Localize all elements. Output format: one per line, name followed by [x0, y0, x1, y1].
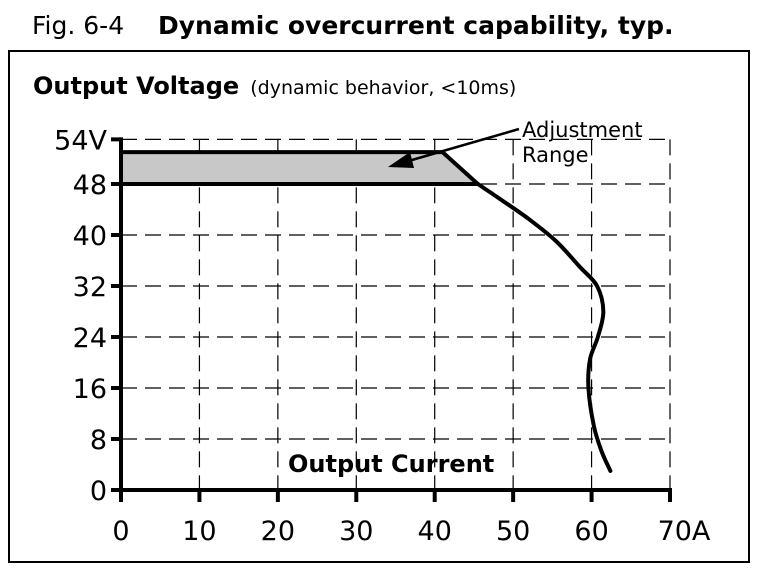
axes	[111, 137, 672, 502]
x-tick-label: 70A	[658, 516, 711, 547]
x-tick-label: 60	[574, 516, 608, 547]
adjustment-arrow	[388, 127, 520, 168]
figure-frame	[8, 50, 750, 563]
adjustment-label-line1: Adjustment	[522, 118, 643, 142]
y-tick-label: 40	[73, 221, 107, 252]
series-line	[475, 182, 613, 473]
x-tick-label: 30	[339, 516, 373, 547]
y-tick-label: 24	[73, 323, 107, 354]
grid	[121, 138, 671, 490]
figure-title: Dynamic overcurrent capability, typ.	[158, 11, 674, 40]
y-tick-label: 0	[90, 476, 107, 507]
y-axis-label: Output Voltage	[33, 72, 239, 100]
y-axis-note: (dynamic behavior, <10ms)	[250, 77, 516, 99]
x-tick-label: 0	[112, 516, 129, 547]
y-tick-label: 54V	[54, 125, 107, 156]
x-tick-label: 20	[261, 516, 295, 547]
x-tick-label: 50	[496, 516, 530, 547]
y-axis-title: Output Voltage (dynamic behavior, <10ms)	[33, 72, 516, 100]
y-tick-label: 8	[90, 425, 107, 456]
series	[475, 182, 613, 473]
y-tick-label: 48	[73, 170, 107, 201]
y-tick-label: 16	[73, 374, 107, 405]
arrow-head-icon	[388, 152, 414, 168]
adjustment-label-line2: Range	[522, 143, 589, 167]
y-tick-label: 32	[73, 272, 107, 303]
x-axis-label: Output Current	[288, 450, 494, 478]
tick-labels: 0 8 16 24 32 40 48 54V 0 10 20 30 40 50 60 70A	[54, 125, 711, 547]
x-tick-label: 40	[418, 516, 452, 547]
x-tick-label: 10	[182, 516, 216, 547]
figure-label: Fig. 6-4	[32, 11, 124, 40]
